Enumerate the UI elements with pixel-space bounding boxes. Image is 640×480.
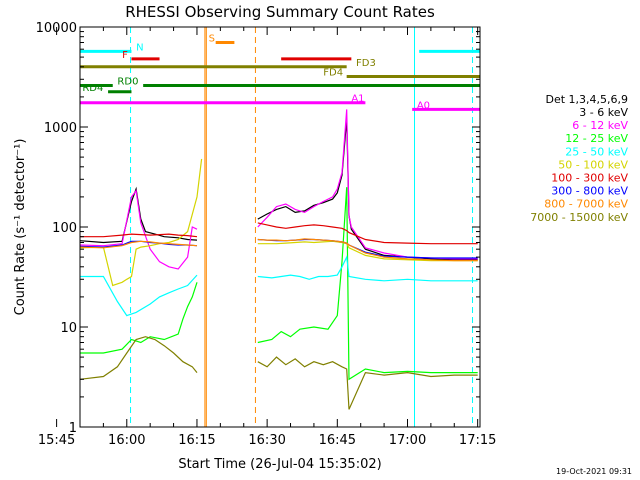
y-tick-label-2: 100 — [52, 221, 77, 236]
flag-label-f: F — [122, 50, 128, 61]
legend-entry-5: 50 - 100 keV — [558, 158, 628, 171]
flag-label-n: N — [136, 42, 143, 53]
x-axis-label: Start Time (26-Jul-04 15:35:02) — [178, 457, 381, 472]
x-tick-label-5: 17:00 — [389, 433, 426, 448]
series-line-5 — [80, 158, 478, 287]
series-line-1 — [80, 119, 478, 261]
legend-entry-6: 100 - 300 keV — [551, 172, 628, 185]
series-layer — [80, 109, 478, 410]
y-axis-label: Count Rate (s⁻¹ detector⁻¹) — [13, 139, 28, 316]
axes: 15:45 16:00 16:15 16:30 16:45 17:00 17:15 1 10 10… — [36, 21, 497, 448]
y-tick-label-1: 10 — [60, 321, 77, 336]
flag-label-a0: A0 — [417, 100, 430, 111]
y-tick-label-4: 10000 — [36, 21, 77, 36]
x-tick-label-0: 15:45 — [38, 433, 75, 448]
series-line-9 — [80, 336, 478, 410]
legend-header: Det 1,3,4,5,6,9 — [545, 93, 628, 106]
y-tick-label-0: 1 — [69, 421, 77, 436]
flag-label-rd4: RD4 — [82, 83, 103, 94]
legend-entry-4: 25 - 50 keV — [565, 145, 628, 158]
legend-entry-3: 12 - 25 keV — [565, 132, 628, 145]
x-tick-label-2: 16:15 — [178, 433, 215, 448]
series-line-3 — [80, 187, 478, 381]
series-line-7 — [80, 238, 478, 259]
flag-label-fd3: FD3 — [356, 58, 376, 69]
legend-entry-2: 6 - 12 keV — [572, 119, 628, 132]
x-tick-label-1: 16:00 — [108, 433, 145, 448]
legend-entry-1: 3 - 6 keV — [579, 106, 628, 119]
flag-bars: N S F FD3 FD4 RD0 RD4 A1 A0 — [80, 33, 480, 111]
flag-label-a1: A1 — [351, 94, 364, 105]
series-line-6 — [80, 222, 478, 245]
x-tick-label-6: 17:15 — [459, 433, 496, 448]
generation-timestamp: 19-Oct-2021 09:31 — [556, 467, 632, 476]
x-tick-label-3: 16:30 — [248, 433, 285, 448]
legend-entry-9: 7000 - 15000 keV — [530, 211, 628, 224]
legend-entry-8: 800 - 7000 keV — [544, 198, 628, 211]
legend-entry-7: 300 - 800 keV — [551, 185, 628, 198]
flag-label-fd4: FD4 — [323, 67, 343, 78]
series-line-8 — [80, 238, 478, 262]
flag-label-s: S — [209, 33, 215, 44]
x-tick-label-4: 16:45 — [319, 433, 356, 448]
series-line-4 — [80, 254, 478, 317]
chart-title: RHESSI Observing Summary Count Rates — [125, 3, 435, 21]
flag-label-rd0: RD0 — [117, 77, 138, 88]
y-tick-label-3: 1000 — [44, 121, 77, 136]
series-line-2 — [80, 109, 478, 270]
